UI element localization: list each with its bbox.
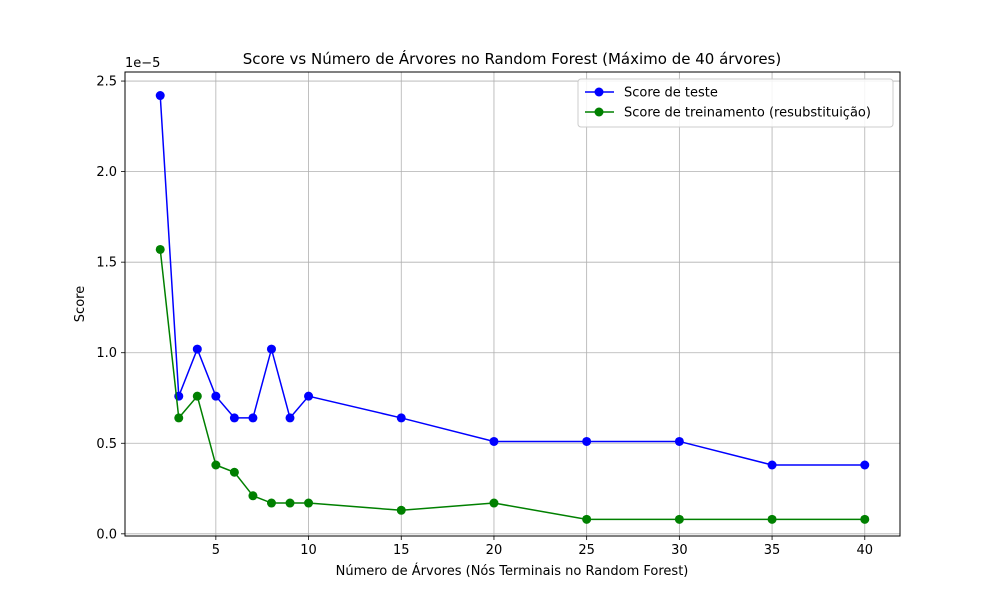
- y-tick-label: 2.0: [96, 165, 117, 180]
- data-point: [767, 460, 777, 470]
- data-point: [674, 436, 684, 446]
- data-point: [396, 413, 406, 423]
- y-axis-label: Score: [73, 286, 88, 322]
- data-point: [266, 498, 276, 508]
- data-point: [285, 498, 295, 508]
- x-tick-label: 25: [578, 543, 595, 558]
- legend-label-train: Score de treinamento (resubstituição): [624, 106, 871, 121]
- series-1: [155, 244, 870, 524]
- data-point: [211, 391, 221, 401]
- y-tick-label: 2.5: [96, 75, 117, 90]
- data-point: [304, 498, 314, 508]
- plot-frame: [124, 71, 901, 537]
- data-point: [860, 514, 870, 524]
- axis-ticks: 5 10 15 20 25 30 35 40 0.0 0.5 1.0 1.5 2.0 2.5: [96, 75, 873, 558]
- data-point: [860, 460, 870, 470]
- data-point: [211, 460, 221, 470]
- x-axis-label: Número de Árvores (Nós Terminais no Rand…: [336, 563, 689, 579]
- data-point: [155, 244, 165, 254]
- y-tick-label: 1.0: [96, 346, 117, 361]
- data-point: [285, 413, 295, 423]
- x-tick-label: 15: [393, 543, 410, 558]
- legend-swatch-marker-train: [594, 107, 604, 117]
- series: [155, 91, 870, 524]
- data-point: [582, 436, 592, 446]
- data-point: [489, 436, 499, 446]
- x-tick-label: 35: [764, 543, 781, 558]
- data-point: [266, 344, 276, 354]
- data-point: [174, 413, 184, 423]
- y-tick-label: 0.0: [96, 527, 117, 542]
- x-tick-label: 30: [671, 543, 688, 558]
- data-point: [304, 391, 314, 401]
- data-point: [767, 514, 777, 524]
- data-point: [582, 514, 592, 524]
- legend: Score de teste Score de treinamento (res…: [577, 78, 894, 128]
- legend-box: [577, 78, 894, 128]
- legend-swatch-marker-test: [594, 87, 604, 97]
- data-point: [155, 91, 165, 101]
- chart-title: Score vs Número de Árvores no Random For…: [243, 49, 781, 68]
- data-point: [396, 505, 406, 515]
- series-0: [155, 91, 870, 470]
- x-tick-label: 10: [300, 543, 317, 558]
- data-point: [248, 491, 258, 501]
- x-tick-label: 5: [212, 543, 220, 558]
- data-point: [192, 391, 202, 401]
- y-offset-label: 1e−5: [125, 56, 160, 71]
- data-point: [229, 467, 239, 477]
- data-point: [489, 498, 499, 508]
- y-tick-label: 0.5: [96, 437, 117, 452]
- x-tick-label: 20: [486, 543, 503, 558]
- y-tick-label: 1.5: [96, 256, 117, 271]
- x-tick-label: 40: [856, 543, 873, 558]
- legend-label-test: Score de teste: [624, 86, 718, 101]
- data-point: [248, 413, 258, 423]
- data-point: [229, 413, 239, 423]
- grid: [125, 72, 900, 536]
- data-point: [192, 344, 202, 354]
- data-point: [674, 514, 684, 524]
